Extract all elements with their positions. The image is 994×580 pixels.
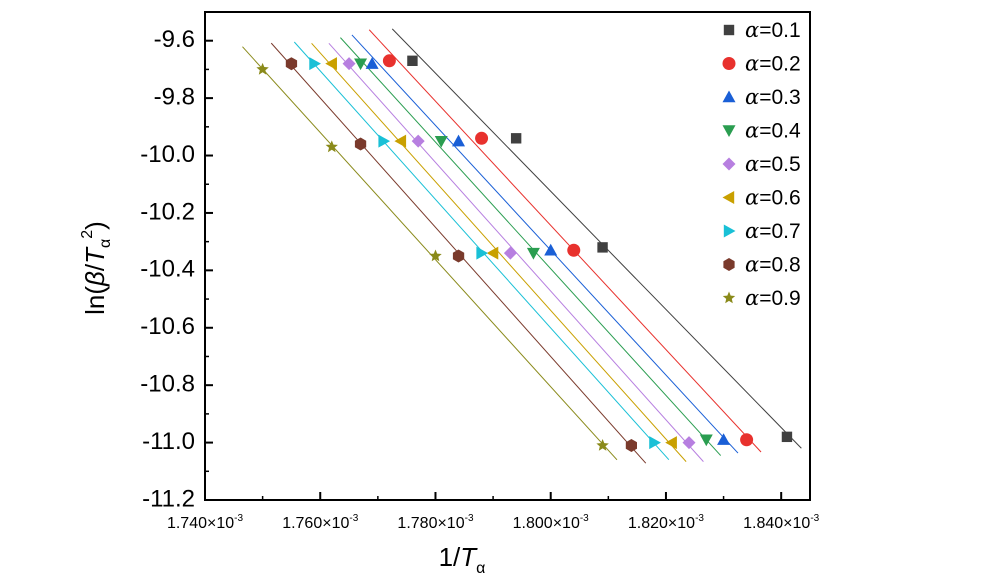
data-point	[475, 131, 489, 145]
legend-marker	[723, 258, 735, 271]
fit-line	[368, 29, 762, 453]
y-tick-label: -10.0	[140, 141, 195, 168]
data-point	[596, 439, 609, 451]
y-tick-label: -9.8	[154, 83, 195, 110]
data-point	[325, 57, 337, 71]
fit-line	[391, 28, 802, 449]
data-point	[407, 55, 418, 66]
fit-line	[340, 37, 722, 456]
legend-label: α=0.1	[745, 18, 801, 42]
legend-label: α=0.8	[745, 253, 801, 277]
data-point	[665, 436, 677, 450]
legend-label: α=0.6	[745, 186, 801, 210]
data-point	[256, 62, 269, 75]
y-tick-label: -11.2	[142, 485, 195, 512]
data-point	[452, 134, 466, 147]
legend-label: α=0.4	[745, 119, 801, 143]
legend-marker	[722, 90, 736, 103]
data-point	[354, 137, 367, 151]
fit-line	[351, 34, 739, 454]
data-point	[382, 54, 396, 68]
legend-label: α=0.5	[745, 152, 801, 176]
data-point	[526, 247, 540, 260]
legend-marker	[722, 191, 735, 204]
legend-marker	[723, 24, 735, 36]
legend-label: α=0.3	[745, 85, 801, 109]
y-tick-label: -10.6	[140, 313, 195, 340]
fit-line	[311, 43, 687, 462]
y-tick-label: -9.6	[154, 26, 195, 53]
data-point	[682, 436, 696, 450]
data-point	[411, 134, 425, 148]
data-markers	[256, 54, 793, 452]
y-tick-label: -10.8	[140, 371, 195, 398]
y-axis-title: ln(β/Tα2)	[79, 221, 114, 315]
fit-lines	[242, 28, 802, 464]
legend: α=0.1 α=0.2 α=0.3 α=0.4 α=0.5 α=0.6 α=0.7 α=0.8…	[722, 18, 801, 310]
legend-label: α=0.7	[745, 219, 801, 243]
data-point	[354, 58, 368, 71]
data-point	[503, 246, 517, 260]
x-tick-label: 1.840×10-3	[743, 513, 820, 532]
data-point	[717, 433, 731, 445]
data-point	[625, 439, 637, 452]
y-tick-label: -10.2	[140, 198, 195, 225]
plot-frame	[204, 11, 811, 501]
axes: -9.6 -9.8 -10.0 -10.2 -10.4 -10.6 -10.8 -11.0 -1…	[140, 26, 819, 532]
legend-marker	[723, 224, 736, 238]
y-tick-label: -10.4	[140, 256, 195, 283]
data-point	[740, 433, 754, 447]
data-point	[325, 140, 338, 153]
legend-label: α=0.2	[745, 52, 801, 76]
data-point	[544, 243, 558, 256]
x-axis-title: 1/Tα	[439, 542, 486, 577]
data-point	[486, 246, 499, 260]
data-point	[285, 57, 298, 71]
data-point	[434, 135, 448, 148]
data-point	[342, 57, 356, 71]
y-tick-label: -11.0	[142, 428, 195, 455]
legend-marker	[722, 157, 736, 171]
data-point	[378, 134, 391, 148]
fit-line	[242, 46, 618, 461]
data-point	[510, 133, 522, 144]
data-point	[309, 57, 321, 71]
data-point	[452, 249, 465, 263]
x-tick-label: 1.780×10-3	[397, 513, 474, 532]
x-tick-label: 1.820×10-3	[628, 513, 705, 532]
legend-label: α=0.9	[745, 286, 801, 310]
data-point	[781, 431, 793, 443]
data-point	[597, 242, 608, 253]
data-point	[365, 57, 379, 69]
data-point	[476, 246, 489, 260]
legend-marker	[722, 57, 736, 70]
data-point	[699, 434, 713, 447]
data-point	[394, 134, 407, 148]
x-tick-label: 1.760×10-3	[282, 513, 359, 532]
legend-marker	[722, 291, 736, 304]
legend-marker	[722, 125, 736, 137]
x-tick-label: 1.740×10-3	[167, 513, 244, 532]
data-point	[649, 436, 661, 450]
data-point	[567, 243, 581, 257]
data-point	[429, 249, 442, 262]
x-tick-label: 1.800×10-3	[513, 513, 590, 532]
